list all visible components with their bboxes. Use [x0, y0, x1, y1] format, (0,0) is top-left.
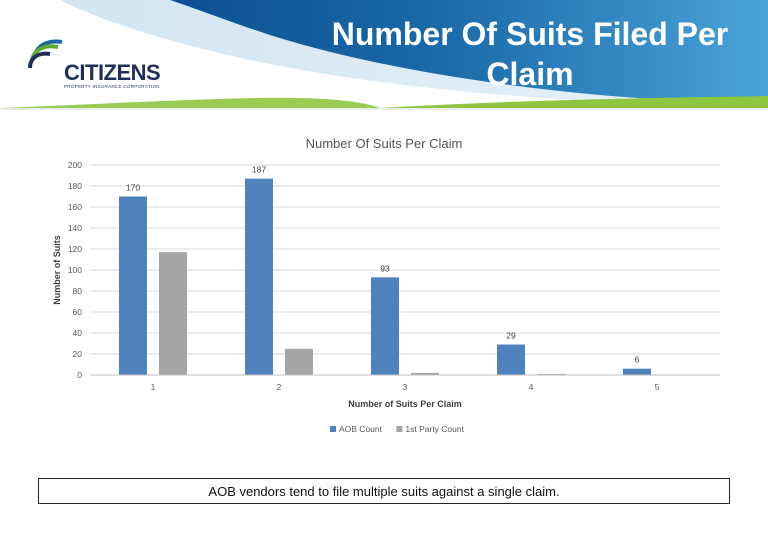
- y-tick-label: 160: [68, 202, 82, 212]
- y-tick-label: 20: [73, 349, 83, 359]
- header-banner: [0, 0, 768, 110]
- y-tick-label: 200: [68, 160, 82, 170]
- bar-aob-5: [623, 368, 651, 375]
- slide-header: CITIZENS PROPERTY INSURANCE CORPORATION …: [0, 0, 768, 112]
- bar-aob-4: [497, 344, 525, 375]
- caption-box: AOB vendors tend to file multiple suits …: [38, 478, 730, 504]
- bar-aob-2: [245, 178, 273, 375]
- y-tick-label: 80: [73, 286, 83, 296]
- bar-first-party-3: [411, 372, 439, 375]
- logo-wordmark: CITIZENS: [64, 60, 161, 85]
- logo-tagline: PROPERTY INSURANCE CORPORATION: [64, 84, 160, 89]
- bar-aob-1: [119, 196, 147, 375]
- bar-first-party-4: [537, 373, 565, 375]
- bar-aob-3: [371, 277, 399, 375]
- slide-title: Number Of Suits Filed Per Claim: [331, 16, 729, 92]
- x-tick-label: 3: [403, 382, 408, 392]
- y-tick-label: 100: [68, 265, 82, 275]
- caption-text: AOB vendors tend to file multiple suits …: [208, 483, 560, 499]
- data-label: 93: [380, 263, 390, 273]
- y-tick-label: 180: [68, 181, 82, 191]
- y-tick-label: 120: [68, 244, 82, 254]
- data-label: 187: [252, 165, 266, 175]
- x-tick-label: 1: [151, 382, 156, 392]
- chart-title: Number Of Suits Per Claim: [306, 136, 463, 151]
- suits-bar-chart: Number Of Suits Per Claim020406080100120…: [52, 136, 720, 434]
- legend-swatch: [396, 426, 403, 432]
- x-axis-label: Number of Suits Per Claim: [348, 399, 462, 409]
- legend-label: AOB Count: [339, 424, 383, 434]
- data-label: 29: [506, 331, 516, 341]
- bar-first-party-1: [159, 252, 187, 375]
- bar-first-party-2: [285, 348, 313, 375]
- x-tick-label: 2: [277, 382, 282, 392]
- legend-label: 1st Party Count: [405, 424, 464, 434]
- data-label: 6: [635, 355, 640, 365]
- x-tick-label: 5: [655, 382, 660, 392]
- citizens-logo-mark: [28, 39, 63, 69]
- legend-swatch: [330, 426, 336, 432]
- data-label: 170: [126, 183, 140, 193]
- y-tick-label: 0: [77, 370, 82, 380]
- y-tick-label: 40: [73, 328, 83, 338]
- y-axis-label: Number of Suits: [52, 235, 62, 305]
- y-tick-label: 60: [73, 307, 83, 317]
- x-tick-label: 4: [529, 382, 534, 392]
- y-tick-label: 140: [68, 223, 82, 233]
